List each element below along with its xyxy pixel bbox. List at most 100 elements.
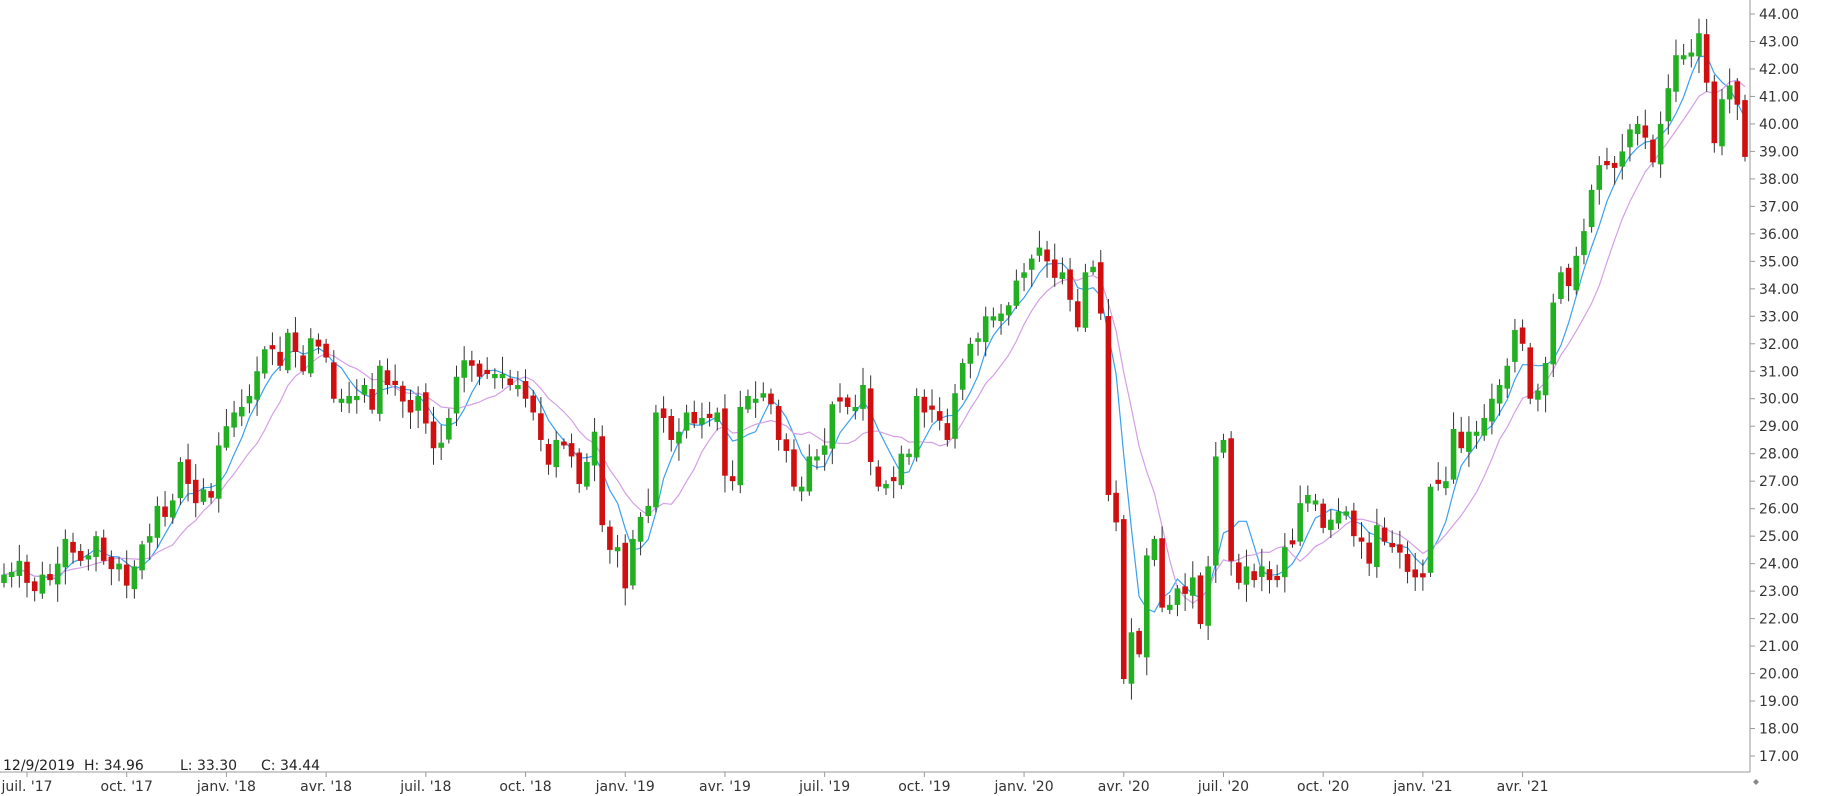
- candle-body: [1588, 189, 1595, 228]
- candle: [1189, 561, 1196, 609]
- candle-body: [1297, 503, 1303, 542]
- candle: [752, 381, 759, 418]
- candle-body: [139, 544, 145, 571]
- candle-body: [200, 489, 207, 502]
- candle: [300, 345, 306, 375]
- candle: [860, 367, 866, 421]
- candle-body: [1573, 255, 1580, 291]
- candle: [760, 382, 767, 402]
- time-tick-label: janv. '21: [1392, 779, 1452, 795]
- candle: [315, 333, 322, 354]
- candle: [369, 373, 375, 414]
- candle-body: [875, 466, 882, 487]
- candle: [100, 529, 107, 565]
- candle: [154, 496, 161, 549]
- time-tick-label: juil. '19: [798, 779, 850, 795]
- candle: [277, 336, 283, 372]
- candle-body: [1611, 162, 1618, 168]
- candle: [177, 457, 184, 505]
- candle: [837, 383, 843, 413]
- candle: [1297, 485, 1303, 547]
- candle-body: [1634, 123, 1641, 134]
- candle-body: [576, 452, 583, 484]
- candle: [284, 328, 291, 374]
- candle: [798, 476, 805, 502]
- time-tick-label: oct. '19: [898, 779, 950, 795]
- candle: [1120, 514, 1127, 684]
- time-tick-label: avr. '19: [699, 779, 751, 795]
- candle-body: [1, 574, 7, 583]
- candle: [1320, 498, 1326, 534]
- candle: [714, 407, 721, 431]
- candle-body: [1420, 573, 1426, 578]
- candle: [1458, 416, 1465, 453]
- candle-body: [1120, 519, 1127, 680]
- candle: [821, 428, 828, 471]
- candle: [1665, 74, 1672, 135]
- candle-body: [238, 406, 245, 417]
- price-tick-label: 27.00: [1759, 474, 1799, 490]
- candle: [1657, 111, 1664, 178]
- candle: [1282, 533, 1288, 593]
- candle-body: [1397, 544, 1403, 553]
- candle-body: [722, 408, 728, 476]
- candle: [1028, 254, 1035, 288]
- candle-body: [192, 479, 199, 504]
- candle: [1634, 115, 1641, 146]
- candle-body: [446, 417, 452, 440]
- candle-body: [1143, 555, 1150, 658]
- candle: [1427, 483, 1434, 577]
- candle: [1627, 123, 1633, 162]
- candle-body: [1734, 81, 1741, 105]
- axis-scroll-handle[interactable]: [1753, 779, 1759, 785]
- candle: [1113, 480, 1119, 532]
- candle-body: [1519, 327, 1526, 344]
- candle-body: [806, 456, 813, 492]
- candle-body: [70, 541, 76, 553]
- candle: [522, 369, 529, 408]
- candle: [1381, 517, 1388, 546]
- candle: [1205, 555, 1211, 640]
- candle: [607, 520, 613, 564]
- candle: [507, 369, 513, 391]
- candle: [699, 402, 705, 439]
- candle: [1443, 466, 1449, 496]
- candle: [1742, 94, 1748, 162]
- candle-body: [1374, 525, 1380, 568]
- candle: [929, 389, 935, 423]
- candle: [1435, 462, 1442, 491]
- candle-body: [545, 443, 552, 465]
- candle: [269, 332, 276, 366]
- candle: [1136, 627, 1142, 658]
- candle: [492, 368, 498, 389]
- candle-body: [1082, 272, 1089, 328]
- candle-body: [1174, 588, 1181, 605]
- price-tick-label: 18.00: [1759, 722, 1799, 738]
- time-tick-label: avr. '21: [1497, 779, 1549, 795]
- candle: [913, 388, 920, 462]
- price-tick-label: 22.00: [1759, 612, 1799, 628]
- candle-body: [384, 370, 391, 385]
- candle: [584, 453, 590, 490]
- candle-body: [683, 412, 690, 431]
- candle-body: [1688, 52, 1695, 57]
- candle-body: [1696, 33, 1702, 57]
- candle-body: [1044, 249, 1050, 262]
- candle: [944, 408, 951, 447]
- candle: [1642, 109, 1649, 150]
- candle: [1005, 302, 1012, 326]
- candle-body: [1719, 99, 1725, 147]
- candle: [1374, 508, 1380, 578]
- candle-body: [1067, 269, 1073, 300]
- candle: [1097, 250, 1104, 321]
- readout-close: C: 34.44: [261, 758, 320, 774]
- candle-body: [146, 536, 153, 543]
- candle-body: [814, 456, 820, 461]
- candle-body: [959, 363, 966, 390]
- candle: [430, 406, 437, 465]
- candle-body: [1259, 566, 1265, 577]
- candle-body: [24, 561, 30, 583]
- time-tick-label: janv. '20: [994, 779, 1054, 795]
- candle-body: [185, 459, 191, 484]
